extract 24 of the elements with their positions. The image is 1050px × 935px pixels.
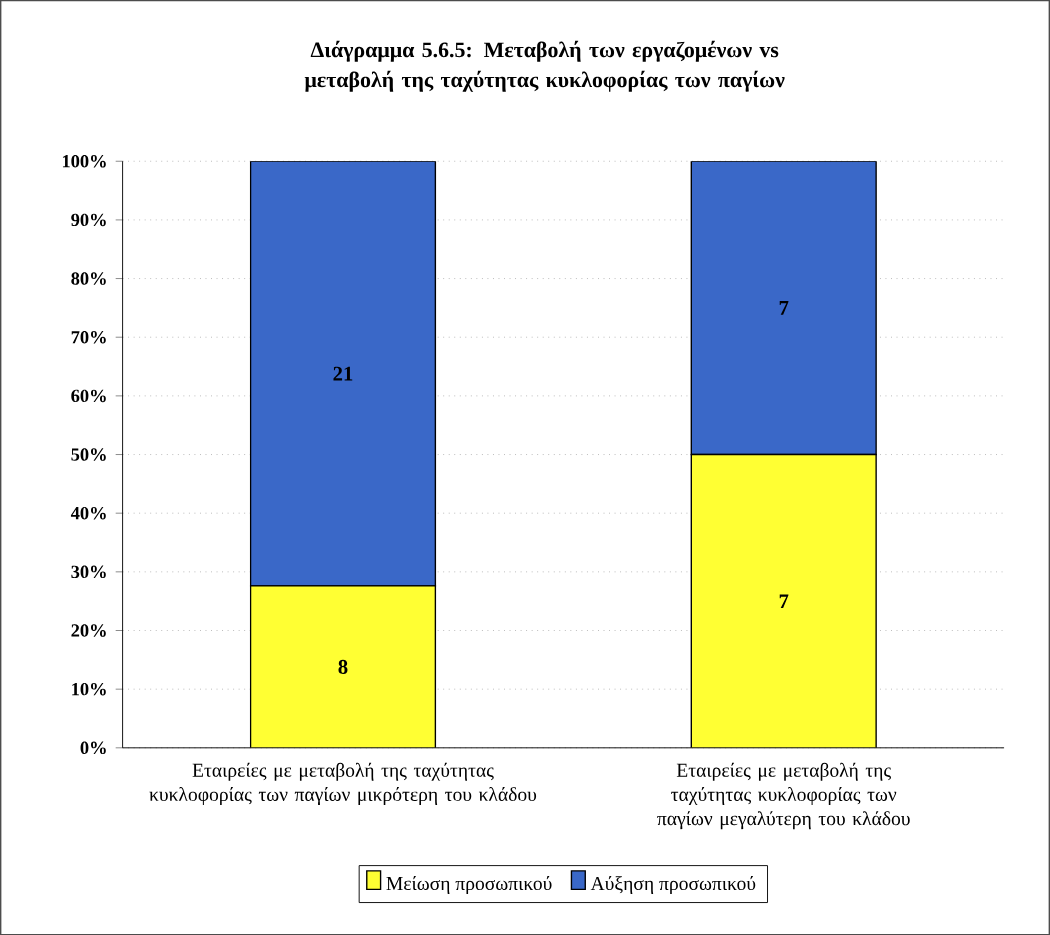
annotation: 8: [338, 659, 348, 674]
bar: [249, 585, 437, 748]
annotation: 21: [333, 366, 353, 381]
bar: [249, 161, 437, 587]
bar: [690, 453, 877, 748]
y-tick-label: 10%: [72, 682, 106, 696]
y-tick-label: 80%: [71, 272, 106, 285]
y-tick-label: 0%: [80, 741, 106, 754]
y-tick-label: 20%: [71, 624, 106, 637]
annotation: 7: [779, 300, 789, 315]
y-tick-label: 70%: [71, 330, 106, 344]
annotation: 7: [779, 594, 789, 608]
x-tick-label: Εταιρείες με μεταβολή της ταχύτητας κυκλοφορίας των παγίων μικρότερη του κλάδου: [149, 762, 537, 805]
legend-label: Μείωση προσωπικού: [386, 875, 552, 894]
y-tick-label: 60%: [71, 389, 106, 402]
y-tick-label: 50%: [71, 448, 106, 461]
y-tick-label: 40%: [70, 506, 106, 520]
bar: [690, 161, 877, 456]
y-tick-label: 90%: [71, 213, 106, 227]
y-tick-label: 100%: [62, 154, 106, 168]
chart-title: Διάγραμμα 5.6.5: Μεταβολή των εργαζομένων vs μεταβολή της ταχύτητας κυκλοφορίας των παγίων: [304, 40, 785, 92]
legend-label: Αύξηση προσωπικού: [590, 875, 756, 894]
y-tick-label: 30%: [71, 565, 106, 578]
x-tick-label: Εταιρείες με μεταβολή της ταχύτητας κυκλοφορίας των παγίων μεγαλύτερη του κλάδου: [657, 762, 910, 830]
